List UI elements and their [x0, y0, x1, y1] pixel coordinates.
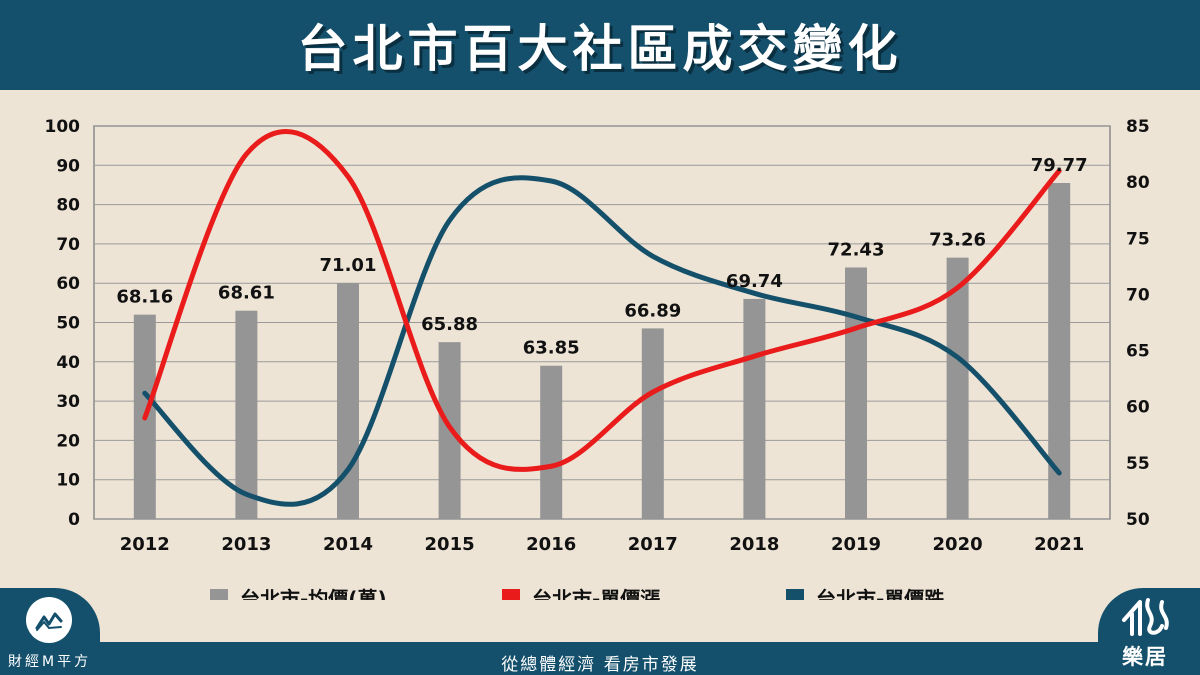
- legend: 台北市-均價(萬) 台北市-單價漲 台北市-單價跌: [210, 587, 945, 600]
- x-tick-label: 2014: [323, 534, 373, 555]
- bar-data-label: 65.88: [421, 314, 478, 335]
- footer-bar: [0, 642, 1200, 675]
- axes: 0 10 20 30 40 50 60 70 80 90 100 50 55 60 65 70 75 80 85 20…: [45, 117, 1150, 555]
- y-left-tick-label: 40: [56, 353, 80, 373]
- y-left-tick-label: 80: [56, 196, 80, 216]
- y-right-tick-label: 70: [1126, 285, 1150, 305]
- y-left-tick-label: 50: [56, 314, 80, 334]
- y-right-tick-label: 55: [1126, 454, 1150, 474]
- y-left-tick-label: 100: [45, 117, 81, 137]
- y-left-tick-label: 90: [56, 156, 80, 176]
- y-left-tick-label: 0: [68, 510, 80, 530]
- x-tick-label: 2020: [933, 534, 983, 555]
- bar-data-label: 63.85: [523, 338, 580, 359]
- x-tick-label: 2018: [729, 534, 779, 555]
- line-series: [142, 128, 1062, 507]
- legend-swatch: [786, 589, 804, 600]
- footer-slogan: 從總體經濟 看房市發展: [501, 655, 699, 675]
- y-right-tick-label: 65: [1126, 342, 1150, 362]
- x-tick-label: 2013: [221, 534, 271, 555]
- bar: [845, 267, 867, 519]
- legend-label: 台北市-單價漲: [532, 587, 661, 600]
- y-left-tick-label: 20: [56, 431, 80, 451]
- x-tick-label: 2016: [526, 534, 576, 555]
- data-labels: 68.16 68.61 71.01 65.88 63.85 66.89 69.74 72.43…: [116, 155, 1087, 359]
- bar-data-label: 69.74: [726, 271, 783, 292]
- chart-area: 68.16 68.61 71.01 65.88 63.85 66.89 69.74 72.43…: [45, 117, 1150, 600]
- y-right-tick-label: 75: [1126, 229, 1150, 249]
- x-tick-label: 2015: [425, 534, 475, 555]
- legend-swatch: [502, 589, 520, 600]
- bar-data-label: 66.89: [624, 300, 681, 321]
- left-brand-name: 財經M平方: [8, 654, 92, 670]
- bar-data-label: 72.43: [828, 239, 885, 260]
- y-left-tick-label: 60: [56, 274, 80, 294]
- x-tick-label: 2012: [120, 534, 170, 555]
- house-logo-icon: [1122, 598, 1169, 636]
- y-right-tick-label: 85: [1126, 117, 1150, 137]
- bar: [540, 365, 563, 519]
- x-tick-label: 2017: [628, 534, 678, 555]
- bar-data-label: 79.77: [1031, 155, 1088, 176]
- header-banner: 台北市百大社區成交變化: [0, 0, 1200, 90]
- y-right-tick-label: 60: [1126, 398, 1150, 418]
- bar-data-label: 68.61: [218, 283, 275, 304]
- bar: [946, 257, 969, 519]
- bar: [337, 283, 359, 519]
- legend-label: 台北市-均價(萬): [240, 587, 387, 600]
- bar-data-label: 73.26: [929, 230, 986, 251]
- y-left-tick-label: 30: [56, 392, 80, 412]
- bar-data-label: 71.01: [320, 255, 377, 276]
- gridlines: [94, 125, 1110, 520]
- y-left-tick-label: 10: [56, 471, 80, 491]
- bar: [235, 310, 258, 519]
- bar: [1048, 182, 1071, 520]
- line-falling-price: [142, 175, 1062, 507]
- x-tick-label: 2019: [831, 534, 881, 555]
- chart-title: 台北市百大社區成交變化: [297, 20, 903, 78]
- bar: [641, 328, 664, 519]
- legend-swatch: [210, 589, 228, 600]
- y-left-tick-label: 70: [56, 235, 80, 255]
- y-right-tick-label: 80: [1126, 173, 1150, 193]
- bar-data-label: 68.16: [116, 287, 173, 308]
- right-brand-name: 樂居: [1122, 645, 1168, 669]
- legend-label: 台北市-單價跌: [816, 587, 945, 600]
- x-tick-label: 2021: [1034, 534, 1084, 555]
- trend-logo-icon: [26, 597, 72, 643]
- bar: [743, 298, 766, 519]
- y-right-tick-label: 50: [1126, 510, 1150, 530]
- line-rising-price: [142, 128, 1062, 472]
